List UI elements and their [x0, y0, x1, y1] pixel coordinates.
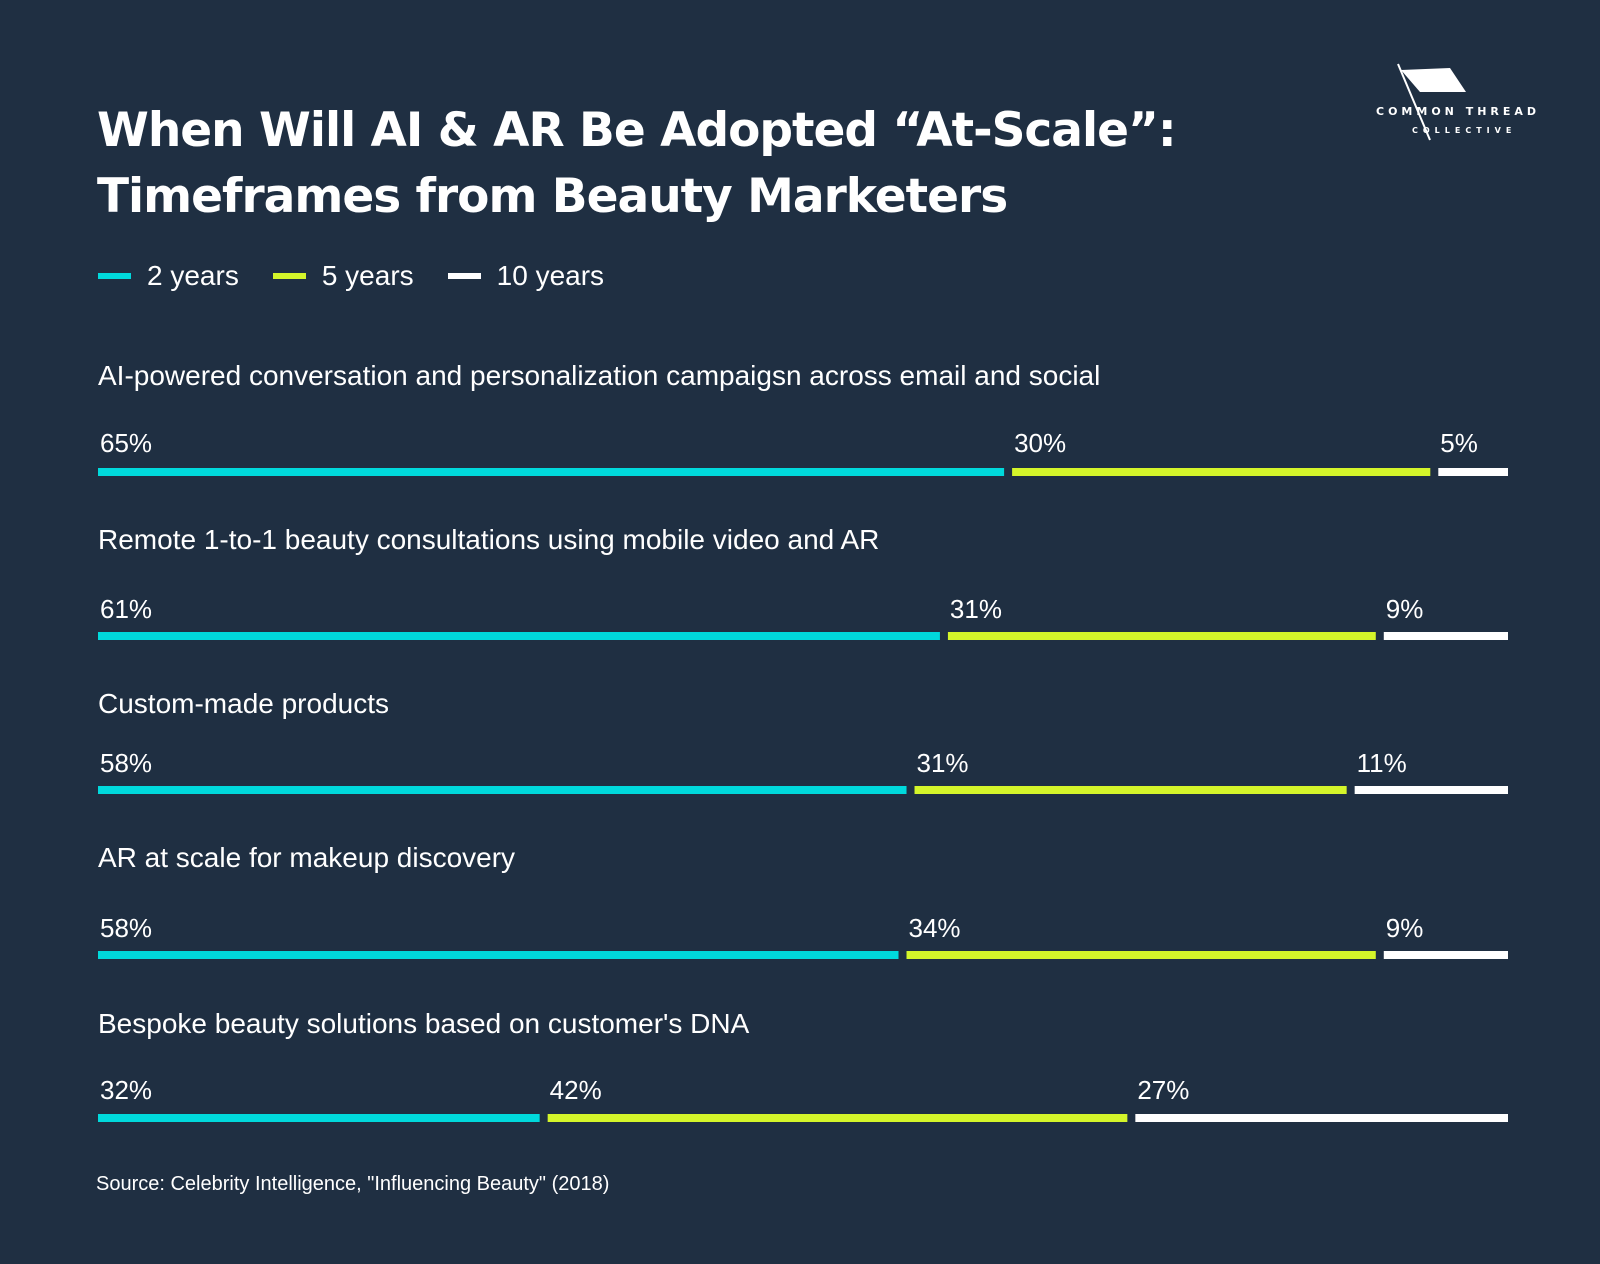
value-label-10-years-row-1: 5%: [1440, 428, 1478, 458]
value-label-2-years-row-1: 65%: [100, 428, 152, 458]
value-label-2-years-row-5: 32%: [100, 1075, 152, 1105]
bar-2-years-row-4: [98, 951, 899, 959]
bar-5-years-row-5: [547, 1114, 1128, 1122]
bar-2-years-row-1: [98, 468, 1005, 476]
bar-5-years-row-3: [914, 786, 1347, 794]
legend-swatch-10-years: [447, 273, 481, 279]
value-label-2-years-row-3: 58%: [100, 748, 152, 778]
bar-5-years-row-2: [947, 632, 1376, 640]
legend-item-2-years: 2 years: [98, 260, 239, 292]
category-label-4: AR at scale for makeup discovery: [98, 842, 515, 873]
value-label-5-years-row-2: 31%: [950, 594, 1002, 624]
bar-2-years-row-2: [98, 632, 940, 640]
bar-2-years-row-5: [98, 1114, 540, 1122]
chart-title: When Will AI & AR Be Adopted “At-Scale”:…: [97, 98, 1247, 230]
legend-item-10-years: 10 years: [447, 260, 605, 292]
value-label-5-years-row-1: 30%: [1014, 428, 1066, 458]
bar-5-years-row-4: [906, 951, 1376, 959]
bar-10-years-row-5: [1135, 1114, 1508, 1122]
category-label-3: Custom-made products: [98, 688, 389, 719]
chart-title-line-2: Timeframes from Beauty Marketers: [97, 169, 1008, 224]
category-label-2: Remote 1-to-1 beauty consultations using…: [98, 524, 879, 555]
brand-logo: COMMON THREAD COLLECTIVE: [1370, 62, 1540, 142]
logo-main-text: COMMON THREAD: [1376, 105, 1541, 118]
value-label-5-years-row-3: 31%: [917, 748, 969, 778]
value-label-10-years-row-5: 27%: [1137, 1075, 1189, 1105]
value-label-5-years-row-5: 42%: [550, 1075, 602, 1105]
value-label-10-years-row-3: 11%: [1357, 748, 1407, 778]
flag-icon: [1397, 63, 1466, 141]
value-label-2-years-row-2: 61%: [100, 594, 152, 624]
legend: 2 years 5 years 10 years: [98, 260, 638, 292]
bar-10-years-row-2: [1383, 632, 1508, 640]
bar-10-years-row-3: [1354, 786, 1508, 794]
source-note: Source: Celebrity Intelligence, "Influen…: [96, 1173, 610, 1195]
value-label-10-years-row-2: 9%: [1386, 594, 1424, 624]
bar-2-years-row-3: [98, 786, 907, 794]
value-label-10-years-row-4: 9%: [1386, 913, 1424, 943]
legend-label-10-years: 10 years: [496, 260, 605, 291]
value-label-2-years-row-4: 58%: [100, 913, 152, 943]
legend-swatch-5-years: [272, 273, 306, 279]
bar-10-years-row-1: [1438, 468, 1508, 476]
category-label-1: AI-powered conversation and personalizat…: [98, 360, 1100, 391]
bar-5-years-row-1: [1012, 468, 1431, 476]
legend-swatch-2-years: [98, 273, 131, 279]
legend-label-2-years: 2 years: [147, 260, 239, 291]
bar-10-years-row-4: [1383, 951, 1508, 959]
value-label-5-years-row-4: 34%: [909, 913, 961, 943]
chart-title-line-1: When Will AI & AR Be Adopted “At-Scale”:: [97, 103, 1177, 158]
legend-item-5-years: 5 years: [272, 260, 414, 292]
logo-sub-text: COLLECTIVE: [1412, 126, 1517, 135]
legend-label-5-years: 5 years: [321, 260, 414, 291]
category-label-5: Bespoke beauty solutions based on custom…: [98, 1008, 750, 1039]
